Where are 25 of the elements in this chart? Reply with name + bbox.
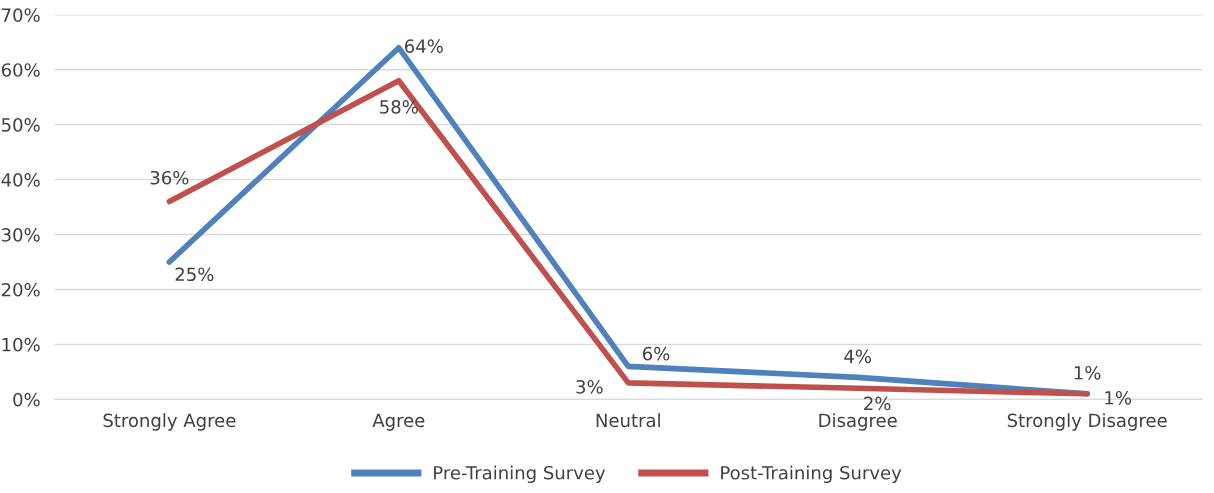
x-tick-label: Agree [372, 413, 425, 431]
data-label: 58% [380, 100, 418, 114]
y-tick-label: 40% [1, 173, 40, 187]
data-label: 6% [642, 346, 670, 361]
data-label: 2% [864, 396, 891, 411]
y-tick-label: 10% [2, 337, 40, 352]
y-tick-label: 0% [13, 392, 40, 407]
data-label: 36% [150, 170, 189, 185]
y-tick-label: 20% [1, 282, 40, 297]
data-label: 4% [844, 349, 872, 364]
data-label: 3% [576, 379, 603, 394]
x-tick-label: Strongly Disagree [1007, 413, 1167, 431]
legend-label: Pre-Training Survey [434, 465, 606, 484]
x-tick-label: Neutral [596, 413, 660, 428]
y-tick-label: 60% [1, 63, 40, 77]
y-tick-label: 70% [2, 8, 40, 22]
legend-label: Post-Training Survey [721, 465, 902, 484]
data-label: 64% [404, 39, 443, 53]
x-tick-label: Disagree [819, 413, 897, 431]
data-label: 1% [1105, 390, 1132, 405]
y-tick-label: 50% [2, 118, 40, 132]
data-label: 1% [1074, 365, 1101, 380]
x-tick-label: Strongly Agree [103, 413, 236, 431]
data-label: 25% [175, 267, 214, 282]
y-tick-label: 30% [1, 227, 40, 242]
